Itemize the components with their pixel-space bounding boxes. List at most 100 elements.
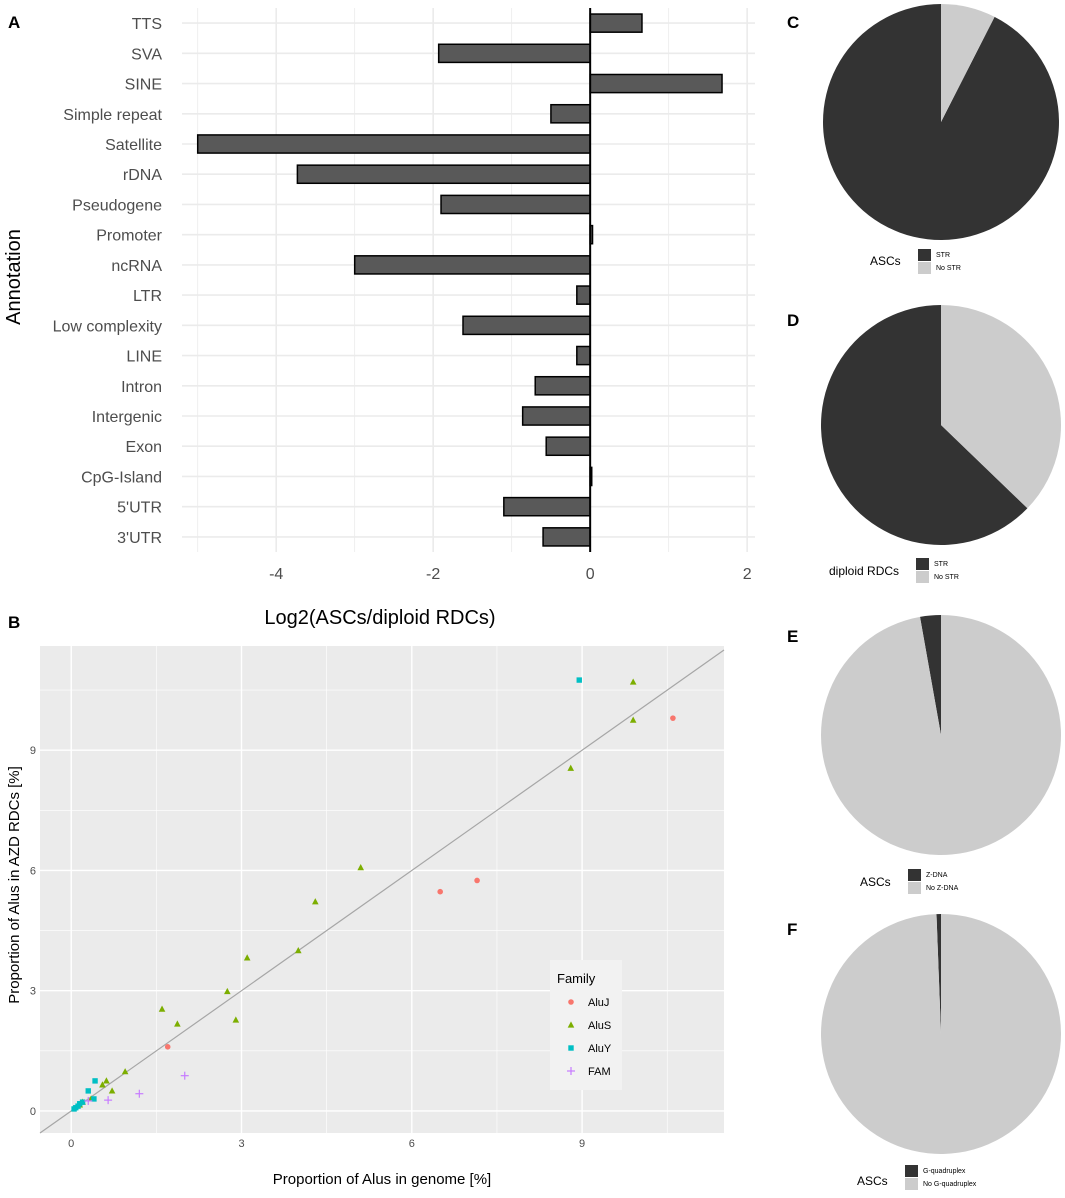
scatter-point-alus (103, 1077, 110, 1084)
pie-legend-label: No Z-DNA (926, 885, 959, 892)
scatter-point-fam (135, 1089, 144, 1098)
scatter-legend-key-aluj (568, 999, 574, 1005)
bar-chart-category-label: Promoter (96, 228, 162, 245)
scatter-point-fam (84, 1096, 93, 1105)
bar-5-utr (503, 496, 591, 517)
scatter-point-alus (312, 898, 319, 905)
bar-low-complexity (462, 315, 591, 336)
bar-tts (589, 13, 643, 33)
pie-legend-label: No STR (936, 265, 961, 272)
bar-chart-category-label: ncRNA (111, 258, 162, 275)
bar-chart-x-tick-label: 2 (743, 566, 752, 583)
bar-chart-category-label: Exon (126, 439, 162, 456)
scatter-y-tick-label: 3 (30, 986, 36, 998)
scatter-legend-key-alus (567, 1021, 575, 1028)
scatter-legend: Family AluJ AluS AluY FAM (550, 960, 622, 1090)
bar-chart-x-tick-label: -2 (426, 566, 440, 583)
bar-chart-category-label: Intergenic (92, 409, 162, 426)
pie-legend-label: G-quadruplex (923, 1168, 966, 1175)
scatter-point-alus (357, 864, 365, 871)
scatter-legend-key-fam (567, 1067, 575, 1075)
pie-d-legend-title: diploid RDCs (829, 564, 899, 578)
bar-3-utr (542, 527, 591, 547)
scatter-point-fam (104, 1096, 113, 1105)
pie-slice-no-str (941, 4, 995, 122)
pie-chart-e: ASCs Z-DNA No Z-DNA (821, 615, 1062, 894)
pie-legend-label: No G-quadruplex (923, 1181, 977, 1188)
scatter-legend-box (550, 960, 622, 1090)
pie-c-legend-title: ASCs (870, 254, 901, 268)
scatter-point-alus (629, 678, 637, 685)
pie-f-legend-title: ASCs (857, 1174, 888, 1188)
scatter-point-alus (224, 987, 231, 995)
bar-chart-category-label: TTS (132, 16, 162, 33)
bar-chart-annotation: TTS SVA SINE Simple repeat Satellite rDNA Pseu… (3, 8, 755, 629)
pie-legend-key (905, 1178, 918, 1190)
scatter-point-alus (232, 1016, 240, 1023)
scatter-legend-label: AluS (588, 1020, 611, 1032)
scatter-point-aluy (79, 1099, 86, 1105)
pie-legend-key (905, 1165, 918, 1177)
scatter-y-tick-label: 6 (30, 865, 36, 877)
scatter-point-alus (629, 716, 637, 723)
scatter-point-aluy (576, 677, 582, 683)
scatter-point-aluy (91, 1096, 97, 1102)
scatter-point-alus (158, 1005, 166, 1012)
pie-legend-key (908, 869, 921, 881)
pie-slice-str (823, 4, 1059, 241)
bar-intron (534, 375, 591, 396)
scatter-gridlines (40, 646, 724, 1133)
bar-chart-x-axis-title: Log2(ASCs/diploid RDCs) (264, 607, 495, 629)
pie-slice-z-dna (919, 615, 941, 735)
bar-chart-category-label: CpG-Island (81, 469, 162, 486)
bar-rdna (296, 164, 591, 185)
scatter-point-fam (180, 1071, 189, 1080)
pie-legend-key (918, 249, 931, 261)
bar-chart-bars (196, 13, 723, 547)
scatter-point-alus (174, 1020, 181, 1027)
bar-chart-category-label: Low complexity (53, 318, 162, 335)
pie-slice-no-g-quadruplex (820, 914, 1061, 1154)
scatter-chart-alus: 0 3 6 9 0 3 6 9 Proportion of Alus in genome [%… (6, 646, 725, 1188)
pie-chart-c: ASCs STR No STR (823, 4, 1059, 274)
scatter-diagonal-line (39, 649, 725, 1134)
bar-ltr (576, 285, 591, 305)
panel-label-d: D (787, 311, 799, 330)
scatter-point-aluj (670, 715, 676, 721)
scatter-point-alus (567, 764, 575, 771)
pie-legend-label: Z-DNA (926, 872, 948, 879)
panel-label-c: C (787, 13, 799, 32)
pie-legend-label: STR (936, 252, 950, 259)
scatter-legend-label: AluJ (588, 997, 609, 1009)
scatter-point-alus (108, 1087, 116, 1094)
bar-simple-repeat (550, 103, 591, 124)
bar-satellite (196, 134, 591, 154)
panel-label-b: B (8, 613, 20, 632)
scatter-points (71, 677, 676, 1112)
scatter-point-aluy (92, 1078, 98, 1084)
bar-chart-x-tick-labels: -4 -2 0 2 (269, 566, 752, 583)
bar-ncrna (353, 255, 591, 275)
scatter-point-aluy (71, 1106, 77, 1112)
bar-chart-category-label: Pseudogene (72, 197, 162, 214)
scatter-legend-title: Family (557, 971, 596, 986)
bar-chart-category-label: 5'UTR (117, 500, 162, 517)
bar-chart-category-label: SVA (131, 46, 162, 63)
scatter-x-tick-label: 0 (68, 1138, 74, 1150)
pie-legend-key (916, 558, 929, 570)
pie-legend-label: STR (934, 561, 948, 568)
scatter-x-tick-label: 6 (409, 1138, 415, 1150)
scatter-y-axis-title: Proportion of Alus in AZD RDCs [%] (6, 766, 23, 1004)
bar-chart-category-label: 3'UTR (117, 530, 162, 547)
pie-slice-str (821, 305, 1028, 545)
bar-chart-x-tick-label: -4 (269, 566, 283, 583)
bar-chart-category-labels: TTS SVA SINE Simple repeat Satellite rDNA Pseu… (53, 16, 163, 547)
pie-legend-key (908, 882, 921, 894)
bar-sine (589, 73, 723, 94)
pie-legend-key (918, 262, 931, 274)
panel-label-e: E (787, 627, 798, 646)
scatter-y-tick-label: 9 (30, 745, 36, 757)
scatter-point-aluj (474, 877, 480, 884)
panel-label-a: A (8, 13, 20, 32)
pie-chart-f: ASCs G-quadruplex No G-quadruplex (820, 914, 1061, 1190)
